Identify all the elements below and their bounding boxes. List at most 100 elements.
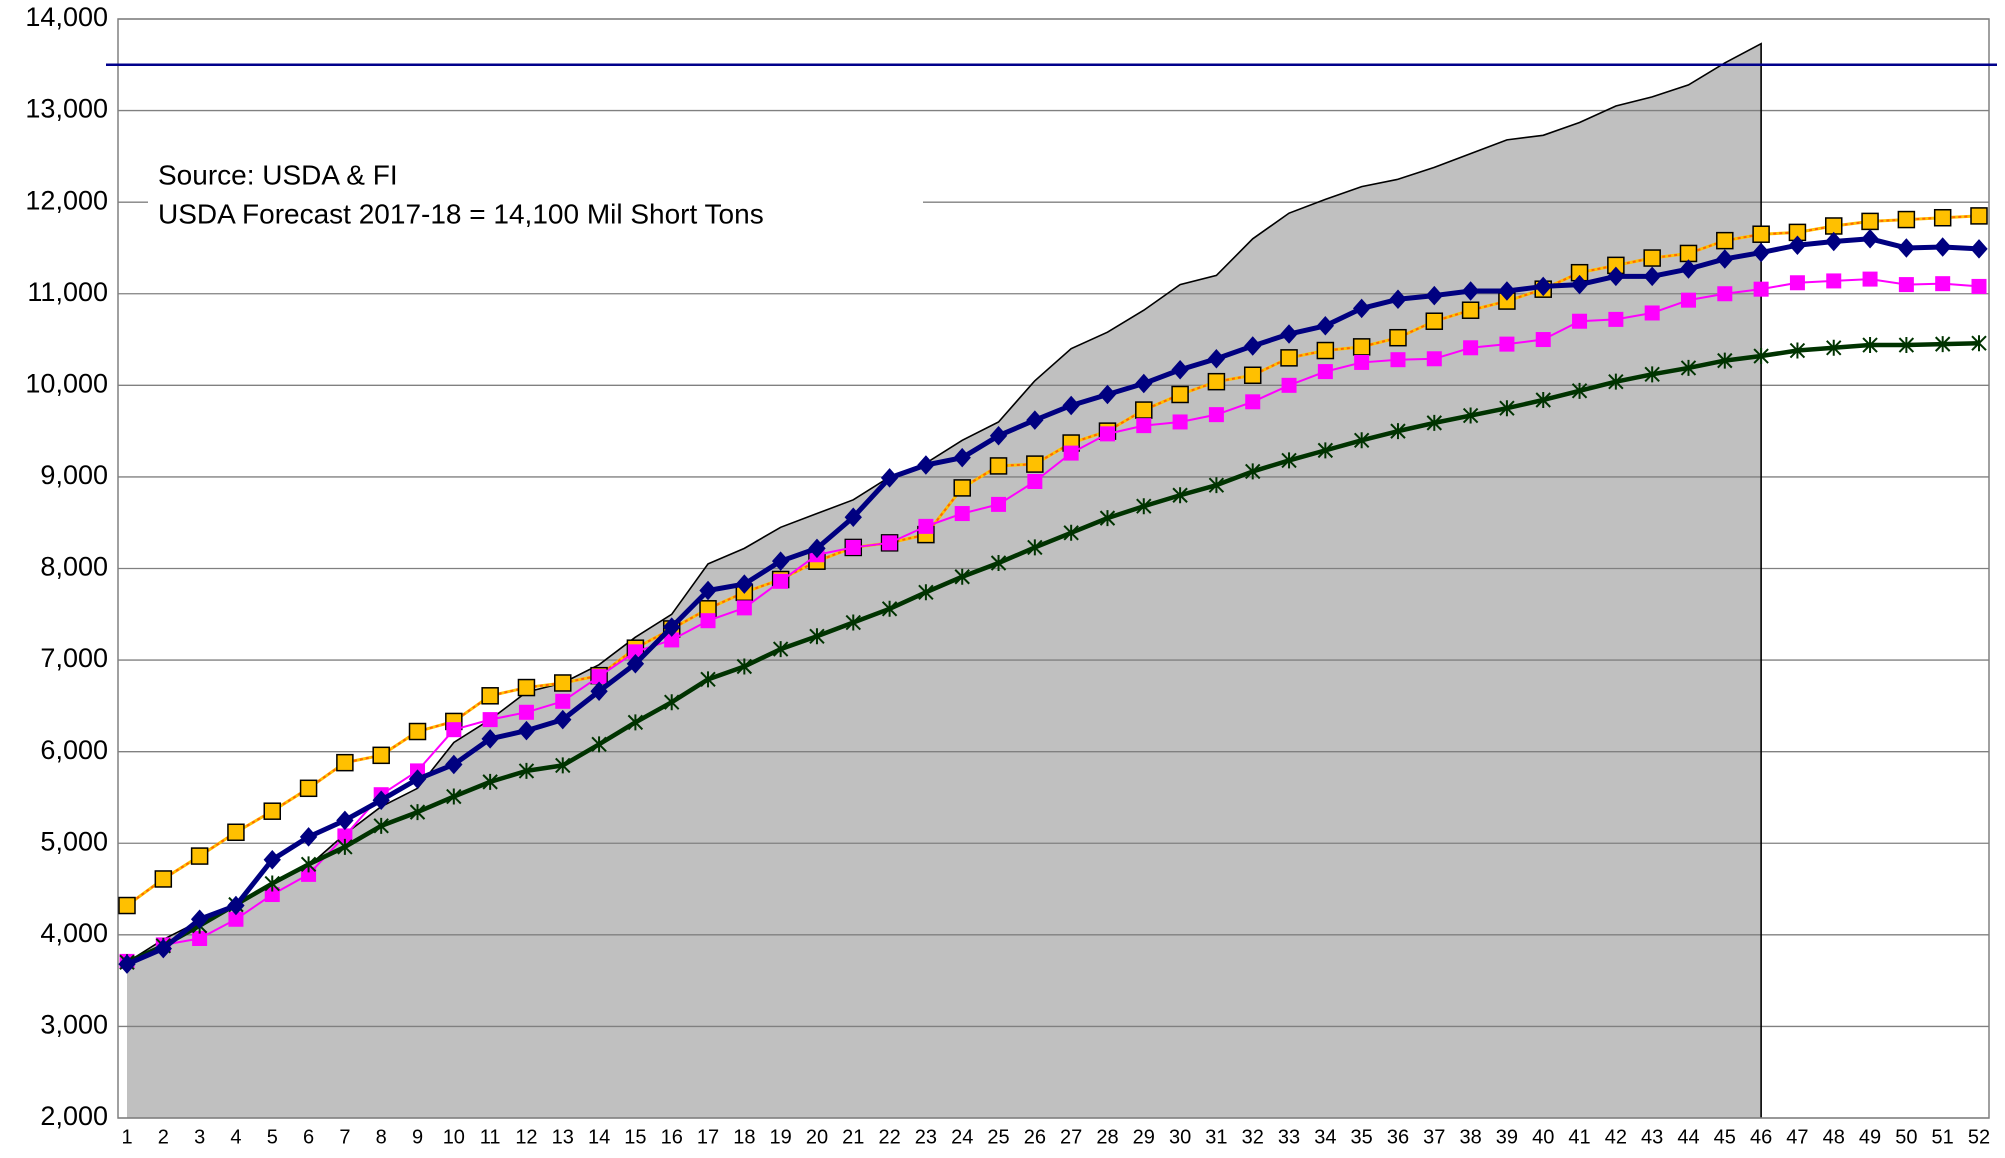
marker (1426, 351, 1442, 367)
marker (1498, 281, 1516, 301)
marker (1898, 337, 1915, 354)
marker (1099, 510, 1116, 527)
marker (1281, 377, 1297, 393)
marker (263, 849, 281, 870)
marker (1753, 281, 1769, 297)
marker (917, 455, 935, 475)
marker (590, 681, 608, 701)
x-tick-label: 40 (1532, 1126, 1554, 1148)
marker (300, 856, 317, 873)
marker (1534, 276, 1552, 297)
x-tick-label: 1 (121, 1126, 132, 1148)
marker (626, 653, 645, 674)
marker (1389, 328, 1407, 347)
marker (1753, 348, 1769, 365)
marker (1607, 266, 1625, 287)
marker (1098, 384, 1117, 405)
x-tick-label: 21 (842, 1126, 864, 1148)
marker (1026, 455, 1044, 473)
marker (1135, 401, 1153, 419)
annotation-box (148, 150, 923, 242)
marker (336, 810, 354, 831)
y-tick-label: 6,000 (40, 735, 108, 765)
y-tick-label: 5,000 (40, 826, 108, 856)
y-tick-label: 13,000 (25, 94, 108, 124)
marker (1172, 487, 1188, 504)
x-tick-label: 51 (1932, 1126, 1954, 1148)
marker (1680, 292, 1696, 308)
y-tick-label: 7,000 (40, 643, 108, 673)
x-tick-label: 31 (1205, 1126, 1227, 1148)
x-tick-label: 38 (1459, 1126, 1481, 1148)
marker (1934, 237, 1952, 257)
marker (1861, 229, 1879, 249)
marker (118, 896, 136, 915)
x-tick-label: 12 (515, 1126, 537, 1148)
marker (808, 538, 826, 559)
marker (663, 694, 680, 711)
marker (1172, 414, 1188, 430)
marker (1716, 249, 1734, 269)
marker (918, 518, 934, 534)
marker (518, 762, 535, 779)
x-tick-label: 36 (1387, 1126, 1409, 1148)
marker (1679, 259, 1698, 279)
marker (1281, 452, 1297, 469)
marker (409, 804, 426, 821)
marker (845, 614, 861, 631)
marker (190, 847, 209, 865)
marker (1716, 231, 1734, 250)
marker (1970, 207, 1988, 225)
x-tick-label: 7 (339, 1126, 350, 1148)
marker (1934, 336, 1951, 353)
x-tick-label: 25 (987, 1126, 1009, 1148)
y-tick-label: 2,000 (40, 1101, 108, 1131)
marker (1026, 410, 1044, 430)
marker (1245, 394, 1261, 410)
marker (1244, 336, 1262, 356)
marker (482, 712, 498, 728)
x-tick-label: 23 (915, 1126, 937, 1148)
marker (1171, 360, 1189, 380)
marker (1390, 423, 1406, 440)
marker (1570, 274, 1589, 295)
marker (1717, 352, 1733, 369)
marker (1243, 366, 1262, 385)
marker (1862, 337, 1878, 354)
marker (1861, 212, 1879, 231)
x-tick-label: 44 (1677, 1126, 1699, 1148)
marker (555, 693, 571, 709)
series (118, 207, 1988, 915)
x-tick-label: 33 (1278, 1126, 1300, 1148)
y-tick-label: 14,000 (25, 2, 108, 32)
marker (1571, 382, 1588, 399)
marker (518, 704, 534, 720)
marker (554, 674, 572, 692)
marker (1135, 373, 1153, 394)
marker (954, 568, 970, 585)
x-tick-label: 29 (1133, 1126, 1155, 1148)
marker (1461, 301, 1480, 319)
x-tick-label: 41 (1568, 1126, 1590, 1148)
marker (954, 506, 970, 522)
x-tick-label: 39 (1496, 1126, 1518, 1148)
marker (1825, 231, 1843, 252)
marker (845, 539, 861, 555)
marker (481, 687, 499, 705)
marker (517, 678, 536, 697)
marker (1679, 244, 1698, 263)
marker (1462, 407, 1479, 424)
marker (1752, 242, 1770, 263)
series-line (126, 278, 1980, 963)
x-tick-label: 5 (267, 1126, 278, 1148)
x-tick-label: 15 (624, 1126, 646, 1148)
marker (554, 709, 572, 730)
marker (154, 938, 172, 959)
marker (1572, 313, 1588, 329)
x-tick-label: 34 (1314, 1126, 1336, 1148)
y-tick-label: 9,000 (40, 460, 108, 490)
marker (1062, 395, 1080, 416)
marker (735, 574, 754, 594)
x-tick-label: 32 (1242, 1126, 1264, 1148)
marker (771, 551, 790, 571)
